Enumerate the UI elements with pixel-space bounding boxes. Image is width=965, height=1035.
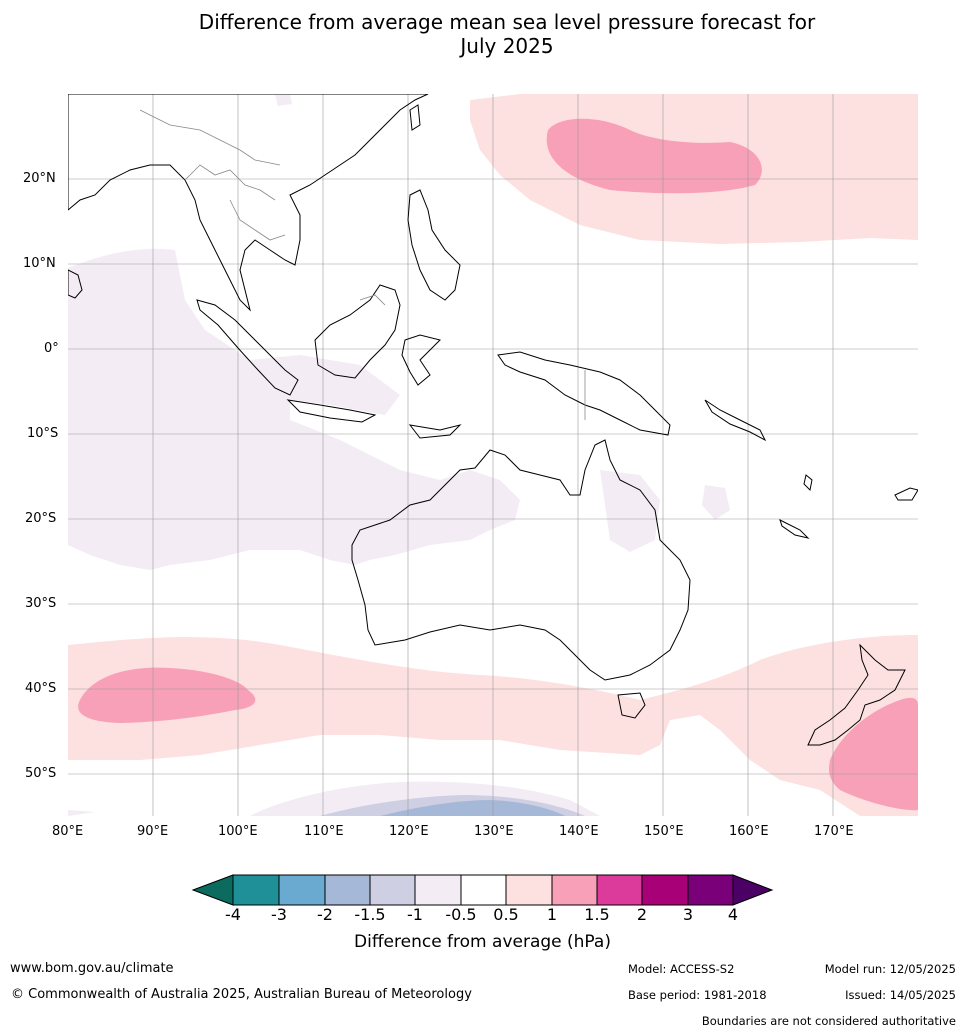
- colorbar-tick: -1: [407, 905, 423, 924]
- model-text: Model: ACCESS-S2: [628, 962, 735, 976]
- colorbar-high-extend: [732, 874, 774, 906]
- colorbar-tick: -4: [225, 905, 241, 924]
- lon-label-90e: 90°E: [137, 824, 169, 839]
- colorbar-bin-5: [414, 874, 462, 906]
- java-outline: [286, 399, 377, 423]
- title-line-2: July 2025: [460, 34, 554, 58]
- colorbar-bin-3: [324, 874, 371, 906]
- australia-outline: [351, 439, 691, 681]
- graticule: [68, 94, 918, 816]
- lon-label-130e: 130°E: [474, 824, 514, 839]
- colorbar-bin-6: [460, 874, 507, 906]
- colorbar-tick: -1.5: [354, 905, 386, 924]
- colorbar-tick: -3: [271, 905, 287, 924]
- colorbar-bin-2: [278, 874, 326, 906]
- lat-label-30s: 30°S: [25, 596, 57, 611]
- lon-label-140e: 140°E: [559, 824, 599, 839]
- colorbar-bin-1: [232, 874, 280, 906]
- anomaly-fields: [68, 94, 918, 816]
- colorbar-bin-9: [596, 874, 643, 906]
- new-guinea-outline: [497, 351, 671, 436]
- lon-label-170e: 170°E: [814, 824, 854, 839]
- lat-label-20n: 20°N: [23, 171, 56, 186]
- colorbar-tick: 1.5: [584, 905, 610, 924]
- colorbar: [191, 874, 774, 906]
- lat-label-0: 0°: [44, 341, 59, 356]
- coastlines: [68, 94, 918, 746]
- country-borders: [139, 109, 586, 420]
- base-period-text: Base period: 1981-2018: [628, 988, 767, 1002]
- colorbar-bin-7: [505, 874, 553, 906]
- disclaimer-text: Boundaries are not considered authoritat…: [701, 1014, 956, 1028]
- colorbar-tick: -2: [317, 905, 333, 924]
- issued-text: Issued: 14/05/2025: [845, 988, 956, 1002]
- negative-anomaly-coral-sea: [600, 470, 660, 552]
- colorbar-tick: 4: [727, 905, 739, 924]
- lat-label-20s: 20°S: [25, 511, 57, 526]
- colorbar-bin-10: [641, 874, 689, 906]
- asia-outline: [68, 94, 429, 312]
- lon-label-120e: 120°E: [389, 824, 429, 839]
- lat-label-10s: 10°S: [27, 426, 59, 441]
- borneo-outline: [314, 284, 401, 379]
- lat-label-50s: 50°S: [25, 766, 57, 781]
- colorbar-bin-8: [551, 874, 598, 906]
- colorbar-title: Difference from average (hPa): [354, 932, 611, 952]
- lat-label-40s: 40°S: [25, 681, 57, 696]
- colorbar-bin-4: [369, 874, 416, 906]
- website-link[interactable]: www.bom.gov.au/climate: [10, 961, 174, 976]
- colorbar-tick: 3: [682, 905, 694, 924]
- title-line-1: Difference from average mean sea level p…: [198, 10, 816, 34]
- map-title: Difference from average mean sea level p…: [0, 10, 965, 58]
- sulawesi-outline: [401, 334, 441, 386]
- colorbar-low-extend: [191, 874, 234, 906]
- sumatra-outline: [196, 299, 299, 396]
- lon-label-110e: 110°E: [304, 824, 344, 839]
- colorbar-tick: 2: [636, 905, 648, 924]
- negative-anomaly-indian-ocean: [68, 248, 520, 571]
- colorbar-tick: -0.5: [445, 905, 477, 924]
- lon-label-100e: 100°E: [218, 824, 258, 839]
- lon-label-80e: 80°E: [52, 824, 84, 839]
- philippines-outline: [407, 189, 461, 301]
- colorbar-tick: 1: [546, 905, 558, 924]
- model-run-text: Model run: 12/05/2025: [824, 962, 956, 976]
- lon-label-160e: 160°E: [729, 824, 769, 839]
- new-zealand-outline: [807, 643, 906, 746]
- lon-label-150e: 150°E: [644, 824, 684, 839]
- copyright-text: © Commonwealth of Australia 2025, Austra…: [11, 987, 472, 1002]
- lat-label-10n: 10°N: [23, 256, 56, 271]
- tasmania-outline: [617, 692, 646, 719]
- colorbar-bin-11: [687, 874, 734, 906]
- colorbar-tick: 0.5: [493, 905, 519, 924]
